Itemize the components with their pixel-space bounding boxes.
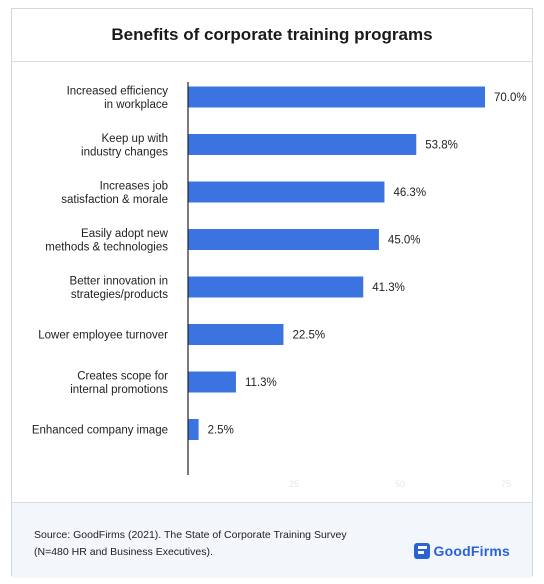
data-label: 45.0% (388, 235, 421, 247)
category-label-line: Increases job (100, 180, 168, 192)
category-label-line: Keep up with (102, 133, 169, 145)
plot-area: 25 50 75 70.0% Increased efficiency in workpl… (12, 62, 532, 502)
category-label-line: Better innovation in (70, 275, 168, 287)
category-label: Enhanced company image (32, 425, 168, 437)
category-label: Easily adopt new methods & technologies (45, 228, 168, 254)
category-label-line: Enhanced company image (32, 425, 168, 437)
category-label-line: Creates scope for (77, 370, 168, 382)
category-label: Increases job satisfaction & morale (61, 180, 168, 206)
category-label: Keep up with industry changes (81, 133, 168, 159)
category-label-line: industry changes (81, 146, 168, 158)
bar (188, 181, 385, 203)
bar (188, 134, 417, 155)
goodfirms-logo-icon (413, 543, 430, 559)
bar-chart: 25 50 75 70.0% Increased efficiency in workpl… (32, 82, 527, 489)
source-line-1: Source: GoodFirms (2021). The State of C… (34, 529, 347, 541)
data-label: 53.8% (425, 140, 458, 152)
category-label-line: methods & technologies (45, 241, 168, 253)
source-note: Source: GoodFirms (2021). The State of C… (34, 527, 347, 561)
goodfirms-logo: GoodFirms (413, 543, 510, 559)
data-label: 2.5% (208, 425, 234, 437)
category-label-line: Increased efficiency (67, 85, 169, 97)
title-bar: Benefits of corporate training programs (12, 9, 532, 62)
bar (188, 371, 236, 393)
category-label-line: satisfaction & morale (61, 194, 168, 206)
x-tick-label: 75 (501, 479, 511, 489)
category-label: Creates scope for internal promotions (70, 370, 168, 396)
bar (188, 276, 364, 298)
category-label-line: Lower employee turnover (38, 330, 168, 342)
category-label-line: Easily adopt new (81, 228, 169, 240)
category-label: Increased efficiency in workplace (67, 85, 169, 111)
chart-frame: Benefits of corporate training programs … (11, 8, 533, 578)
goodfirms-logo-text: GoodFirms (433, 543, 510, 559)
data-label: 41.3% (372, 282, 405, 294)
data-label: 22.5% (292, 330, 325, 342)
bar (188, 324, 284, 345)
data-label: 46.3% (393, 187, 426, 199)
footer: Source: GoodFirms (2021). The State of C… (12, 502, 532, 578)
bar (188, 419, 199, 440)
bar (188, 229, 379, 250)
x-tick-label: 25 (289, 479, 299, 489)
category-label: Better innovation in strategies/products (70, 275, 169, 301)
category-label: Lower employee turnover (38, 330, 168, 342)
data-label: 11.3% (245, 377, 277, 389)
category-label-line: strategies/products (71, 289, 168, 301)
bar (188, 86, 485, 108)
chart-title: Benefits of corporate training programs (111, 25, 433, 44)
category-label-line: internal promotions (70, 384, 168, 396)
category-label-line: in workplace (104, 99, 168, 111)
data-label: 70.0% (494, 92, 527, 104)
x-tick-label: 50 (395, 479, 405, 489)
source-line-2: (N=480 HR and Business Executives). (34, 546, 213, 558)
